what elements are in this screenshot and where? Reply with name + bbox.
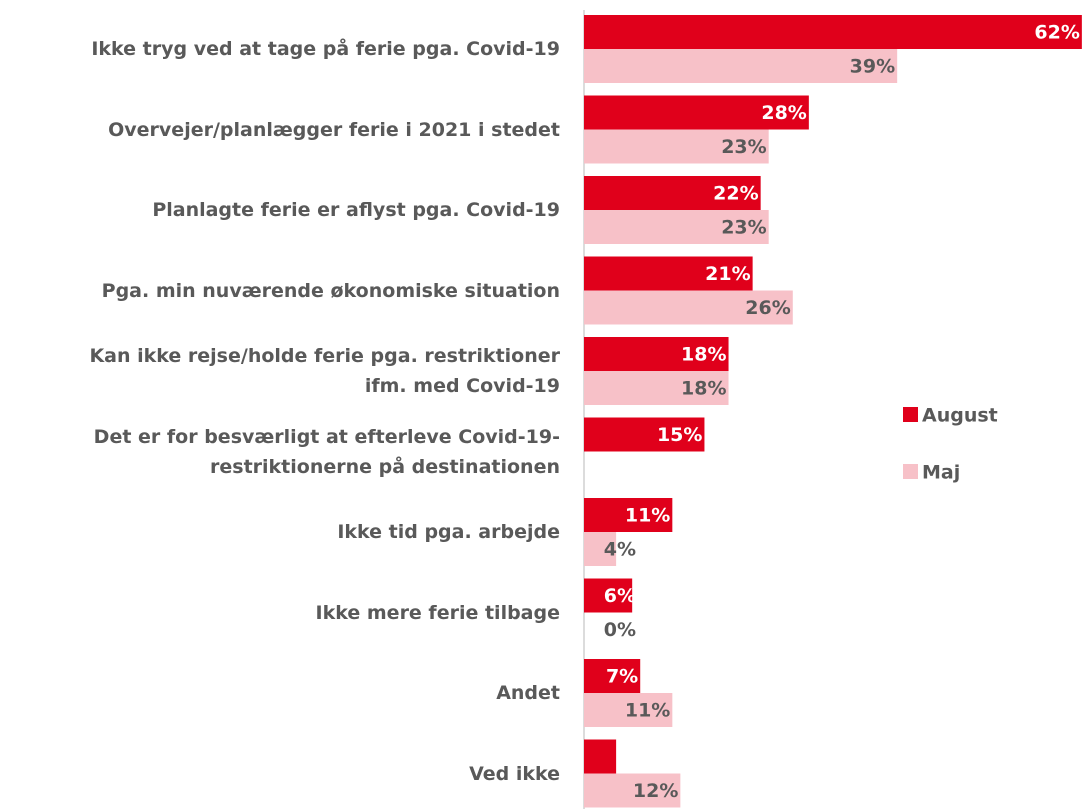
value-label: 18% (681, 344, 726, 366)
category-label: Ved ikke (469, 762, 560, 785)
bar (584, 693, 673, 727)
value-label: 11% (625, 700, 670, 722)
bar (584, 95, 809, 130)
category-label: Andet (496, 682, 560, 704)
category-label: Kan ikke rejse/holde ferie pga. restrikt… (89, 345, 560, 397)
value-label: 4 (623, 746, 636, 768)
bar (584, 371, 729, 405)
legend-swatch (903, 464, 918, 479)
bar (584, 129, 769, 164)
category-label: Overvejer/planlægger ferie i 2021 i sted… (108, 118, 560, 141)
bar (584, 290, 793, 325)
value-label: 23% (721, 136, 766, 158)
bar (584, 256, 753, 291)
value-label: 4% (604, 539, 636, 561)
bar (584, 532, 617, 566)
bar (584, 659, 641, 693)
bar (584, 49, 898, 83)
category-label: Det er for besværligt at efterleve Covid… (93, 425, 560, 478)
value-label: 15% (657, 424, 702, 446)
category-label: Ikke mere ferie tilbage (315, 601, 560, 624)
value-label: 28% (761, 102, 806, 124)
legend-label: August (922, 405, 998, 427)
value-label: 22% (713, 183, 758, 205)
bar (584, 498, 673, 532)
bar (584, 15, 1082, 49)
value-label: 7% (606, 666, 638, 688)
legend-swatch (903, 407, 918, 422)
value-label: 0% (604, 619, 636, 641)
category-label: Ikke tid pga. arbejde (337, 521, 560, 543)
bar (584, 578, 633, 613)
bar (584, 337, 729, 371)
value-label: 21% (705, 263, 750, 285)
value-label: 6% (604, 585, 636, 607)
bar (584, 773, 681, 808)
value-label: 26% (745, 297, 790, 319)
category-label: Ikke tryg ved at tage på ferie pga. Covi… (91, 38, 560, 60)
category-label: Pga. min nuværende økonomiske situation (101, 279, 560, 302)
category-label: Planlagte ferie er aflyst pga. Covid-19 (152, 199, 560, 221)
bar (584, 210, 769, 244)
bar (584, 417, 705, 452)
legend-label: Maj (922, 462, 960, 484)
value-label: 12% (633, 780, 678, 802)
bar (584, 176, 761, 210)
value-label: 18% (681, 378, 726, 400)
value-label: 23% (721, 217, 766, 239)
value-label: 62% (1034, 22, 1079, 44)
value-label: 11% (625, 505, 670, 527)
value-label: 39% (850, 56, 895, 78)
bar (584, 739, 617, 774)
